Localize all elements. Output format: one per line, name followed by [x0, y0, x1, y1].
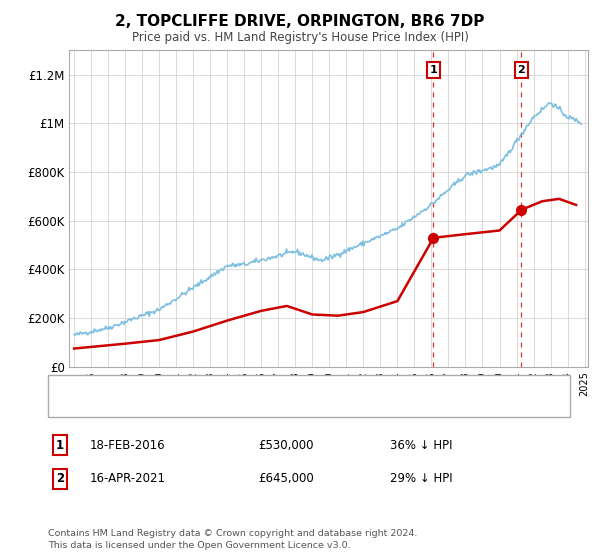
Text: £530,000: £530,000 [258, 438, 314, 452]
Text: 2, TOPCLIFFE DRIVE, ORPINGTON, BR6 7DP: 2, TOPCLIFFE DRIVE, ORPINGTON, BR6 7DP [115, 14, 485, 29]
Text: £645,000: £645,000 [258, 472, 314, 486]
Text: 2: 2 [518, 65, 526, 75]
Text: 2: 2 [56, 472, 64, 486]
Text: Contains HM Land Registry data © Crown copyright and database right 2024.
This d: Contains HM Land Registry data © Crown c… [48, 529, 418, 550]
Text: 1: 1 [56, 438, 64, 452]
Text: 18-FEB-2016: 18-FEB-2016 [90, 438, 166, 452]
Text: 16-APR-2021: 16-APR-2021 [90, 472, 166, 486]
Text: 1: 1 [430, 65, 437, 75]
Text: 29% ↓ HPI: 29% ↓ HPI [390, 472, 452, 486]
Text: 2, TOPCLIFFE DRIVE, ORPINGTON, BR6 7DP (detached house): 2, TOPCLIFFE DRIVE, ORPINGTON, BR6 7DP (… [93, 381, 435, 391]
Text: Price paid vs. HM Land Registry's House Price Index (HPI): Price paid vs. HM Land Registry's House … [131, 31, 469, 44]
Text: HPI: Average price, detached house, Bromley: HPI: Average price, detached house, Brom… [93, 402, 346, 412]
Text: 36% ↓ HPI: 36% ↓ HPI [390, 438, 452, 452]
